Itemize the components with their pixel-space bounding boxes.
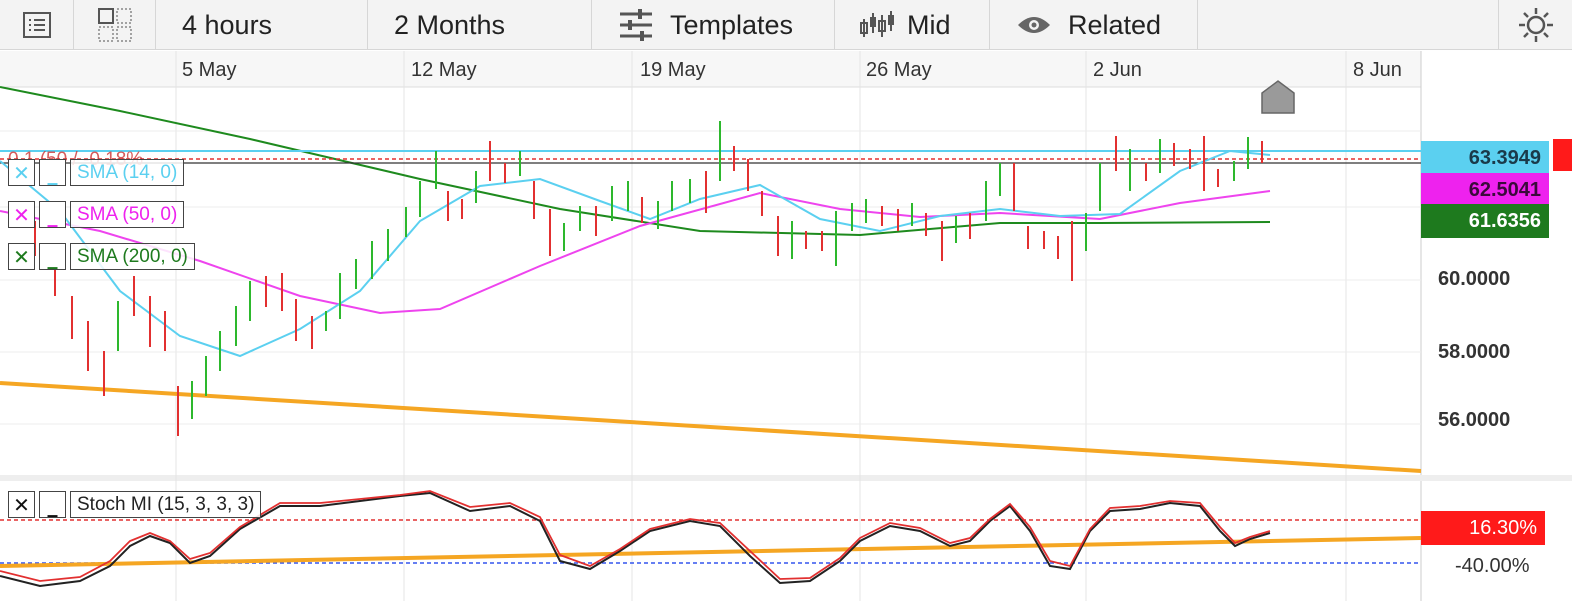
stoch-minimize-button[interactable]: _ bbox=[39, 491, 66, 518]
price-tick-60: 60.0000 bbox=[1438, 268, 1511, 290]
sma50-price-tag: 62.5041 bbox=[1421, 173, 1549, 207]
sma14-minimize-button[interactable]: _ bbox=[39, 159, 66, 186]
stoch-d-line bbox=[0, 490, 1271, 582]
price-tick-56: 56.0000 bbox=[1438, 409, 1511, 431]
sma14-remove-button[interactable]: ✕ bbox=[8, 159, 35, 186]
sma200-minimize-button[interactable]: _ bbox=[39, 243, 66, 270]
current-price-marker bbox=[1553, 139, 1572, 171]
range-label: 2 Months bbox=[394, 9, 506, 40]
settings-button[interactable] bbox=[1498, 0, 1572, 50]
sma200-legend: ✕ _ SMA (200, 0) bbox=[8, 242, 195, 271]
interval-label: 4 hours bbox=[182, 9, 273, 40]
interval-selector[interactable]: 4 hours bbox=[156, 0, 368, 50]
stoch-remove-button[interactable]: ✕ bbox=[8, 491, 35, 518]
sun-settings-icon bbox=[1518, 7, 1554, 43]
stoch-k-line bbox=[0, 491, 1271, 588]
sma14-legend: ✕ _ SMA (14, 0) bbox=[8, 158, 185, 187]
sma14-price-tag: 63.3949 bbox=[1421, 141, 1549, 175]
price-tick-58: 58.0000 bbox=[1438, 341, 1511, 363]
sma50-price-value: 62.5041 bbox=[1468, 178, 1541, 201]
chart-area[interactable]: 5 May 12 May 19 May 26 May 2 Jun 8 Jun 6… bbox=[0, 51, 1572, 601]
list-view-button[interactable] bbox=[0, 0, 74, 50]
layout-button[interactable] bbox=[74, 0, 156, 50]
templates-label: Templates bbox=[670, 9, 794, 40]
sma14-price-value: 63.3949 bbox=[1468, 146, 1541, 169]
stoch-trendline bbox=[0, 536, 1422, 568]
price-trendline bbox=[0, 381, 1422, 473]
pane-separator bbox=[0, 475, 1572, 481]
sma200-remove-button[interactable]: ✕ bbox=[8, 243, 35, 270]
date-label-8-jun: 8 Jun bbox=[1353, 59, 1402, 81]
candlestick-icon bbox=[859, 9, 895, 41]
sma200-price-tag: 61.6356 bbox=[1421, 204, 1549, 238]
sma50-minimize-button[interactable]: _ bbox=[39, 201, 66, 228]
stoch-lower-level: -40.00% bbox=[1455, 555, 1530, 577]
alert-marker-icon bbox=[1261, 80, 1295, 114]
sliders-icon bbox=[618, 8, 654, 42]
related-label: Related bbox=[1068, 9, 1162, 40]
stoch-legend: ✕ _ Stoch MI (15, 3, 3, 3) bbox=[8, 490, 262, 519]
sma50-label[interactable]: SMA (50, 0) bbox=[70, 201, 185, 228]
templates-button[interactable]: Templates bbox=[592, 0, 835, 50]
sma50-legend: ✕ _ SMA (50, 0) bbox=[8, 200, 185, 229]
date-axis-strip bbox=[0, 51, 1421, 87]
sma200-line bbox=[0, 86, 1271, 237]
date-label-2-jun: 2 Jun bbox=[1093, 59, 1142, 81]
date-label-26-may: 26 May bbox=[866, 59, 932, 81]
sma200-price-value: 61.6356 bbox=[1468, 209, 1541, 232]
stoch-current-value: 16.30% bbox=[1469, 516, 1537, 539]
stoch-value-tag: 16.30% bbox=[1421, 511, 1545, 545]
sma50-remove-button[interactable]: ✕ bbox=[8, 201, 35, 228]
sma14-label[interactable]: SMA (14, 0) bbox=[70, 159, 185, 186]
stoch-label[interactable]: Stoch MI (15, 3, 3, 3) bbox=[70, 491, 262, 518]
list-icon bbox=[22, 10, 52, 40]
sma50-line bbox=[0, 190, 1271, 315]
chart-toolbar: 4 hours 2 Months Templates bbox=[0, 0, 1572, 50]
price-type-selector[interactable]: Mid bbox=[835, 0, 990, 50]
sma200-label[interactable]: SMA (200, 0) bbox=[70, 243, 195, 270]
date-label-5-may: 5 May bbox=[182, 59, 237, 81]
range-selector[interactable]: 2 Months bbox=[368, 0, 592, 50]
layout-icon bbox=[96, 6, 134, 44]
date-label-12-may: 12 May bbox=[411, 59, 477, 81]
eye-icon bbox=[1016, 13, 1052, 37]
date-label-19-may: 19 May bbox=[640, 59, 706, 81]
related-button[interactable]: Related bbox=[990, 0, 1198, 50]
price-type-label: Mid bbox=[907, 9, 951, 40]
